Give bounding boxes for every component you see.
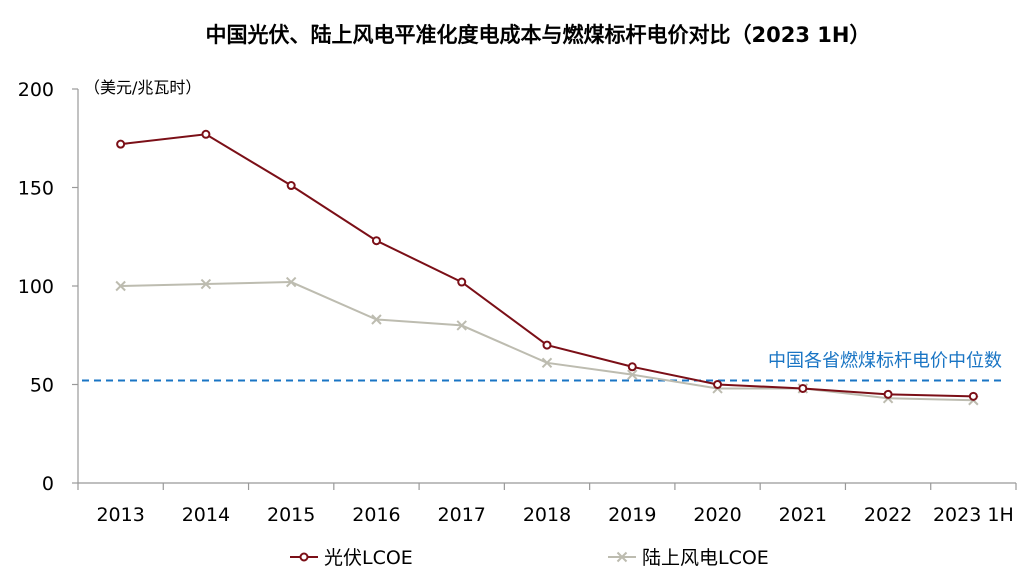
solar-data-point [627,362,637,372]
solar-data-point [883,389,893,399]
legend-label: 陆上风电LCOE [642,547,769,569]
x-tick-label: 2015 [267,504,315,526]
x-tick-label: 2023 1H [933,504,1014,526]
legend: 光伏LCOE 陆上风电LCOE [290,547,769,569]
reference-line-group: 中国各省燃煤标杆电价中位数 [82,351,1004,382]
x-tick-label: 2016 [352,504,400,526]
y-tick-label: 100 [18,276,54,298]
x-tick-label: 2019 [608,504,656,526]
wind-data-point [627,369,638,380]
solar-data-point [798,383,808,393]
x-tick-label: 2022 [864,504,912,526]
solar-data-point [371,236,381,246]
x-tick-label: 2020 [693,504,741,526]
wind-data-point [115,280,126,292]
wind-data-point [456,320,467,331]
series-layer [115,129,979,406]
y-tick-label: 50 [30,375,54,397]
solar-data-point [713,380,723,389]
y-tick-label: 0 [42,473,54,495]
reference-line-label: 中国各省燃煤标杆电价中位数 [768,351,1002,372]
y-axis-ticks: 0 50 100 150 200 [18,79,78,495]
solar-data-point [457,277,467,287]
y-tick-label: 150 [18,178,54,200]
x-tick-label: 2013 [96,504,144,526]
wind-data-point [371,314,382,325]
x-axis-ticks: 2013 2014 2015 2016 2017 2018 2019 2020 2021 2022… [77,483,1017,526]
solar-data-point [116,139,126,149]
solar-data-point [286,181,296,191]
y-axis-unit-label: （美元/兆瓦时） [84,78,201,97]
legend-label: 光伏LCOE [324,547,413,569]
legend-item-solar: 光伏LCOE [290,547,413,569]
x-tick-label: 2021 [779,504,827,526]
legend-marker [616,551,628,563]
wind-data-point [200,278,212,290]
x-tick-label: 2017 [438,504,486,526]
legend-marker [299,552,309,562]
chart-title: 中国光伏、陆上风电平准化度电成本与燃煤标杆电价对比（2023 1H） [206,23,871,47]
solar-data-point [968,391,978,401]
legend-item-wind: 陆上风电LCOE [608,547,769,569]
solar-data-point [542,340,552,350]
y-tick-label: 200 [18,79,54,101]
wind-data-point [541,357,553,369]
solar-data-point [201,129,211,139]
wind-data-point [285,276,297,288]
x-tick-label: 2018 [523,504,571,526]
x-tick-label: 2014 [182,504,230,526]
